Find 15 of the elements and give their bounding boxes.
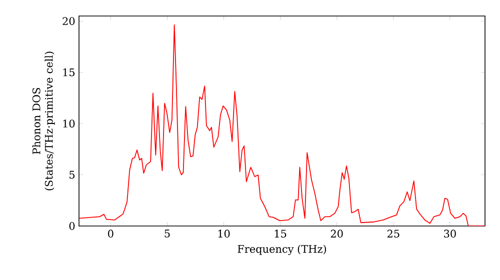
x-tick-label: 10 xyxy=(218,230,230,238)
y-tick-label: 5 xyxy=(70,170,75,179)
x-tick-label: 30 xyxy=(444,230,456,238)
y-tick-label: 0 xyxy=(69,222,75,230)
y-tick-label: 20 xyxy=(62,17,75,26)
x-axis-title: Frequency (THz) xyxy=(238,244,326,256)
x-tick-label: 15 xyxy=(274,230,286,238)
x-tick-label: 5 xyxy=(164,230,170,238)
y-axis-title: Phonon DOS (States/THz·primitive cell) xyxy=(32,52,55,190)
x-tick-label: 20 xyxy=(330,230,343,238)
y-tick-label: 10 xyxy=(63,120,75,128)
line-series xyxy=(79,24,486,226)
y-tick-label: 15 xyxy=(63,68,74,76)
x-tick-label: 25 xyxy=(387,230,400,238)
x-tick-label: 0 xyxy=(108,230,114,238)
